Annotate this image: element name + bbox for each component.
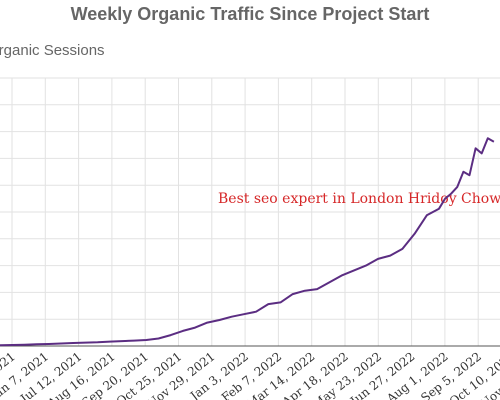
chart-annotation: Best seo expert in London Hridoy Chowdhu… (218, 191, 500, 207)
gridlines (0, 77, 500, 347)
chart-title: Weekly Organic Traffic Since Project Sta… (71, 4, 430, 24)
series-line (0, 137, 495, 347)
y-axis-label: Organic Sessions (0, 42, 105, 59)
